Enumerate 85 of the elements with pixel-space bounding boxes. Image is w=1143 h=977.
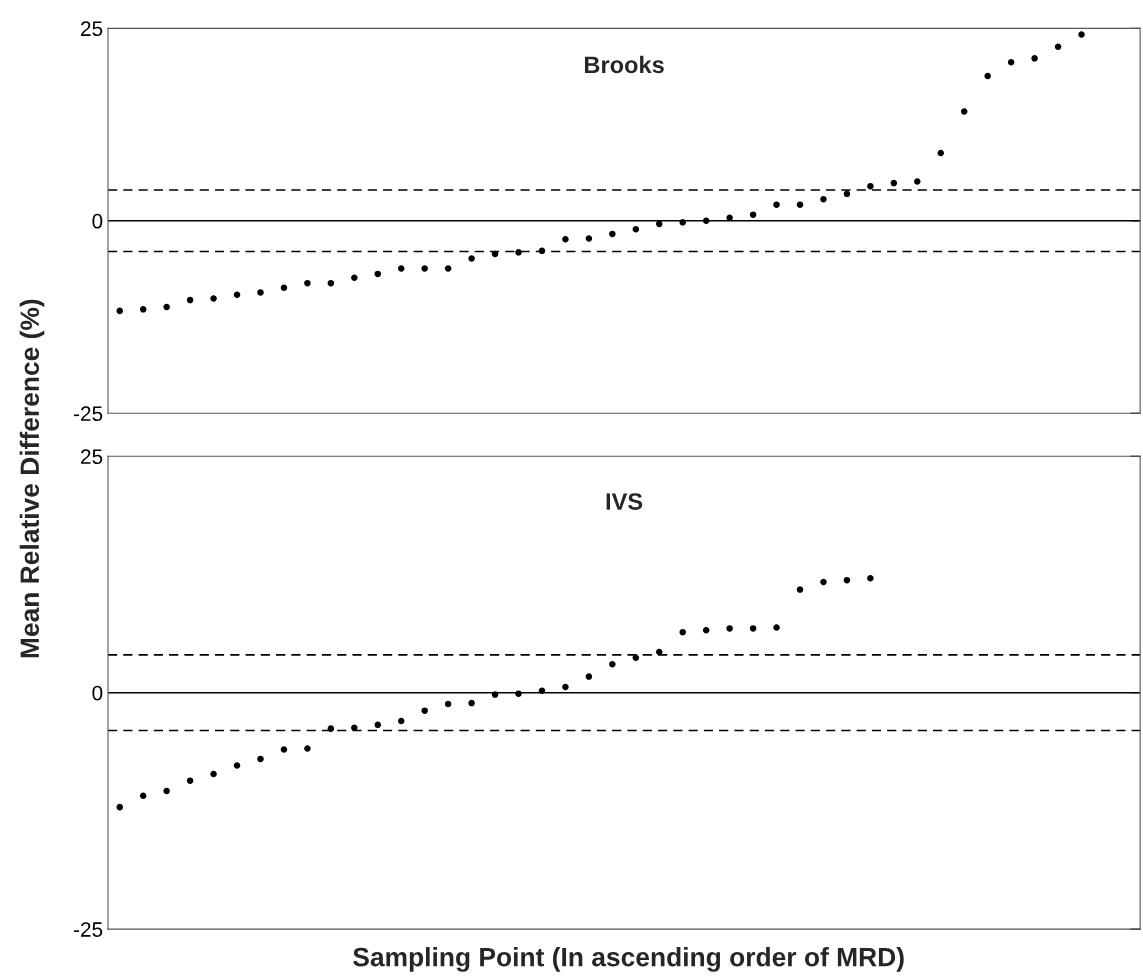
point <box>304 279 311 287</box>
y-axis-title: Mean Relative Difference (%) <box>19 299 45 658</box>
point <box>702 627 710 634</box>
point <box>1031 55 1038 62</box>
point <box>257 755 264 763</box>
point <box>444 265 452 272</box>
point <box>374 721 382 729</box>
point <box>280 284 288 292</box>
y-tick-label: -25 <box>73 922 103 937</box>
point <box>749 625 757 632</box>
point <box>374 270 382 278</box>
point <box>538 687 546 695</box>
point <box>468 255 475 262</box>
point <box>609 661 616 668</box>
point <box>233 762 241 769</box>
point <box>773 624 780 631</box>
point <box>820 578 827 586</box>
point <box>397 717 405 725</box>
point <box>421 265 428 272</box>
point <box>656 648 663 656</box>
point <box>702 217 710 225</box>
point <box>280 746 288 753</box>
point <box>632 226 640 233</box>
point <box>327 725 335 732</box>
y-tick-label: 25 <box>81 449 103 465</box>
point <box>304 745 311 752</box>
point <box>726 214 733 221</box>
point <box>257 289 264 296</box>
point <box>139 792 147 800</box>
y-tick-label: 0 <box>92 213 103 229</box>
y-tick-label: 0 <box>92 685 103 701</box>
point <box>186 777 194 784</box>
point <box>515 690 522 697</box>
point <box>468 699 475 707</box>
y-tick-label: -25 <box>73 406 103 422</box>
point <box>656 220 663 228</box>
point <box>796 201 804 208</box>
point <box>327 279 335 287</box>
point <box>210 770 217 778</box>
point <box>421 707 428 714</box>
point <box>210 295 217 302</box>
point <box>773 201 780 208</box>
point <box>960 108 968 115</box>
point <box>163 303 170 311</box>
point <box>820 195 827 203</box>
point <box>585 235 593 242</box>
point <box>562 683 569 691</box>
point <box>233 291 241 298</box>
point <box>397 265 405 272</box>
point <box>984 72 991 80</box>
point <box>351 274 358 282</box>
point <box>444 700 452 708</box>
point <box>632 654 640 661</box>
point <box>679 219 686 226</box>
point <box>116 307 123 315</box>
x-axis-title: Sampling Point (In ascending order of MRD) <box>353 947 904 972</box>
point <box>726 625 733 632</box>
point <box>890 179 898 187</box>
point <box>491 691 499 698</box>
point <box>186 296 194 304</box>
point <box>679 628 686 636</box>
point <box>491 250 499 258</box>
point <box>139 306 147 313</box>
point <box>867 182 874 190</box>
point <box>116 803 123 811</box>
point <box>1054 43 1062 51</box>
point <box>867 575 874 582</box>
point <box>163 787 170 795</box>
point <box>562 236 569 243</box>
point <box>351 724 358 731</box>
point <box>609 230 616 238</box>
point <box>515 249 522 256</box>
point <box>1007 58 1015 66</box>
point <box>1078 31 1085 38</box>
point <box>843 576 851 584</box>
y-tick-label: 25 <box>81 21 103 37</box>
text: Brooks <box>584 55 664 74</box>
point <box>796 586 804 593</box>
point <box>749 211 757 218</box>
text: IVS <box>606 493 643 510</box>
point <box>937 149 945 157</box>
point <box>843 190 851 198</box>
point <box>585 673 593 680</box>
point <box>538 247 546 255</box>
point <box>914 178 921 185</box>
